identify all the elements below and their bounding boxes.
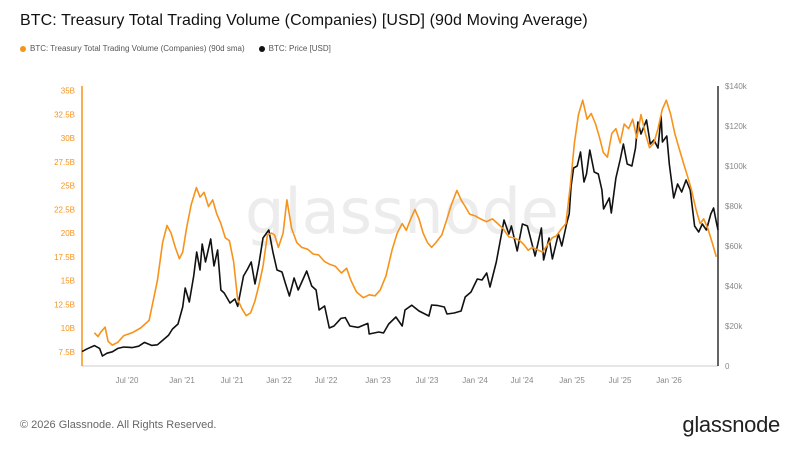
legend: BTC: Treasury Total Trading Volume (Comp… [20,44,331,53]
y-left-tick-label: 22.5B [54,205,75,214]
y-right-tick-label: 0 [725,362,730,371]
y-left-tick-label: 35B [61,87,75,96]
x-axis: Jul '20 Jan '21 Jul '21 Jan '22 Jul '22 Jan '… [82,365,718,385]
x-tick-label: Jul '24 [511,376,534,385]
x-tick-label: Jul '21 [221,376,244,385]
y-axis-right: 0 $20k $40k $60k $80k $100k $120k $140k [717,82,748,371]
legend-item-volume[interactable]: BTC: Treasury Total Trading Volume (Comp… [20,44,245,53]
y-left-tick-label: 17.5B [54,253,75,262]
x-tick-label: Jul '23 [416,376,439,385]
series-line-treasury-volume [93,99,718,346]
x-tick-label: Jan '21 [169,376,195,385]
x-tick-label: Jan '26 [656,376,682,385]
copyright-text: © 2026 Glassnode. All Rights Reserved. [20,419,217,431]
y-axis-left: 7.5B 10B 12.5B 15B 17.5B 20B 22.5B 25B 27.5B 30B 3… [54,86,83,366]
y-left-tick-label: 27.5B [54,158,75,167]
legend-swatch-volume [20,45,26,52]
y-left-tick-label: 30B [61,134,75,143]
y-right-tick-label: $40k [725,282,743,291]
x-tick-label: Jul '25 [609,376,632,385]
x-tick-label: Jan '22 [266,376,292,385]
y-left-tick-label: 20B [61,229,75,238]
series-layer [81,99,719,357]
x-tick-label: Jan '23 [365,376,391,385]
y-left-tick-label: 15B [61,277,75,286]
x-tick-label: Jul '20 [116,376,139,385]
legend-label-price: BTC: Price [USD] [268,44,331,53]
y-right-tick-label: $80k [725,202,743,211]
y-right-tick-label: $100k [725,162,748,171]
x-tick-label: Jan '24 [462,376,488,385]
x-tick-label: Jul '22 [315,376,338,385]
y-right-tick-label: $140k [725,82,748,91]
legend-swatch-price [258,45,265,52]
series-line-btc-price [81,115,719,357]
y-left-tick-label: 10B [61,324,75,333]
y-right-tick-label: $20k [725,322,743,331]
y-left-tick-label: 12.5B [54,300,75,309]
legend-label-volume: BTC: Treasury Total Trading Volume (Comp… [30,44,245,53]
legend-item-price[interactable]: BTC: Price [USD] [258,44,331,53]
y-right-tick-label: $120k [725,122,748,131]
y-left-tick-label: 25B [61,182,75,191]
y-left-tick-label: 32.5B [54,110,75,119]
y-right-tick-label: $60k [725,242,743,251]
chart-title: BTC: Treasury Total Trading Volume (Comp… [20,12,588,29]
x-tick-label: Jan '25 [559,376,585,385]
watermark: glassnode [245,175,559,248]
glassnode-logo: glassnode [682,412,780,437]
y-left-tick-label: 7.5B [59,348,75,357]
